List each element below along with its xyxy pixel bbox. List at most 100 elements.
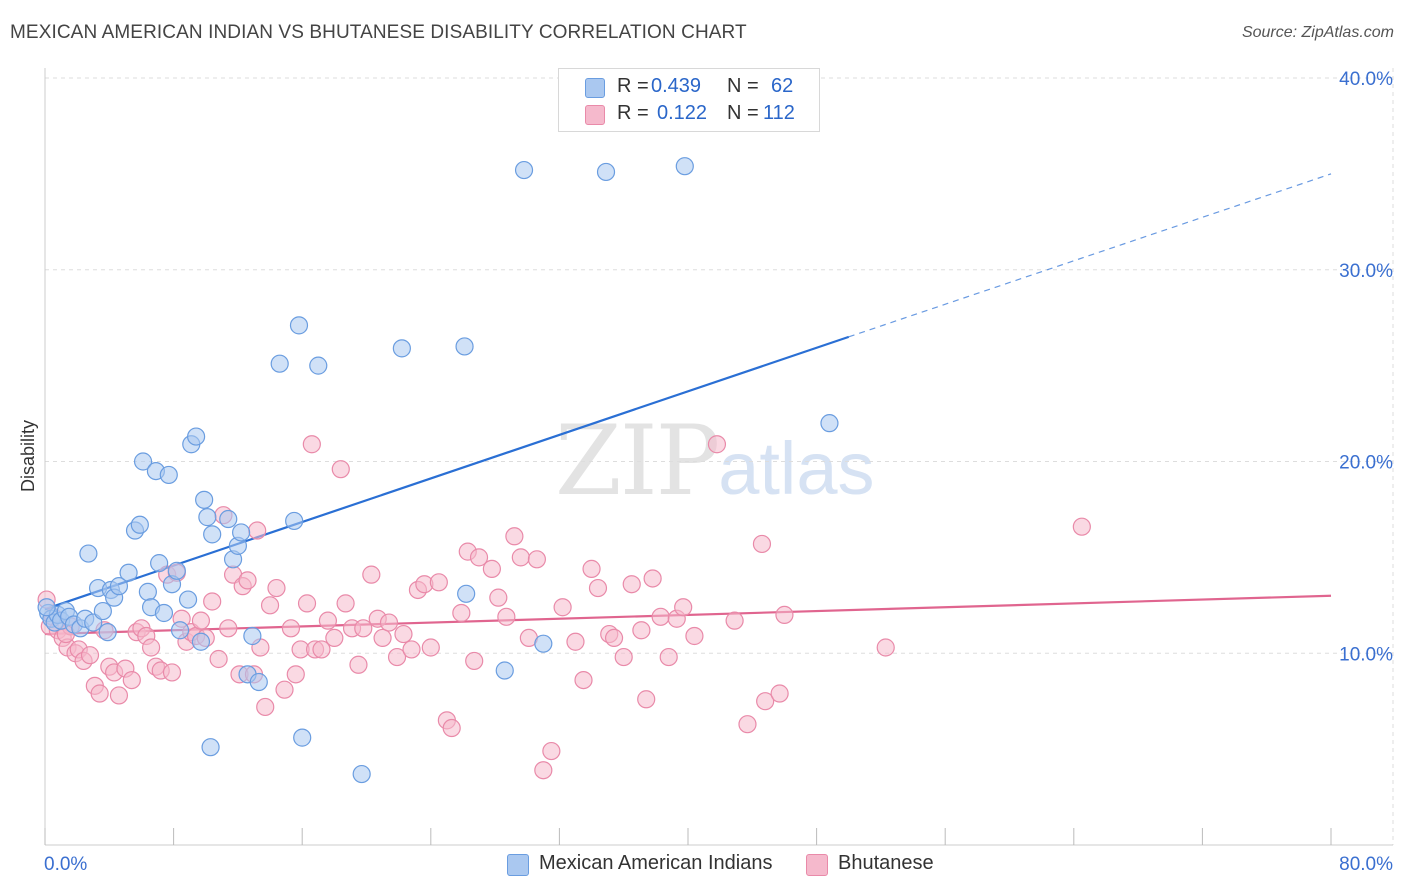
bottom-legend-label-pink: Bhutanese: [838, 852, 934, 874]
point-mexican-american-indian: [495, 661, 514, 680]
point-mexican-american-indian: [138, 582, 157, 601]
point-mexican-american-indian: [392, 339, 411, 358]
point-mexican-american-indian: [154, 603, 174, 623]
stats-legend: R = 0.439 N = 62 R = 0.122 N = 112: [558, 68, 820, 132]
point-bhutanese: [511, 548, 530, 567]
point-bhutanese: [738, 715, 757, 734]
source-label: Source: ZipAtlas.com: [1241, 24, 1394, 41]
y-tick-label: 10.0%: [1339, 644, 1393, 665]
point-bhutanese: [574, 670, 593, 690]
point-mexican-american-indian: [170, 621, 190, 640]
point-mexican-american-indian: [187, 427, 206, 446]
point-bhutanese: [318, 611, 338, 630]
point-mexican-american-indian: [79, 544, 98, 563]
point-mexican-american-indian: [130, 515, 149, 534]
point-bhutanese: [203, 592, 222, 611]
legend-n-label: N =: [727, 102, 759, 124]
tick-labels: 10.0% 20.0% 30.0% 40.0% 0.0% 80.0%: [44, 69, 1393, 875]
point-mexican-american-indian: [178, 590, 198, 609]
point-bhutanese: [674, 598, 693, 617]
point-bhutanese: [297, 594, 317, 613]
watermark-atlas: atlas: [718, 427, 875, 510]
legend-n-value: 112: [763, 102, 795, 124]
legend-swatch-blue: [585, 78, 605, 98]
point-bhutanese: [267, 578, 286, 598]
legend-row-pink: R = 0.122 N = 112: [559, 100, 819, 128]
chart-title: MEXICAN AMERICAN INDIAN VS BHUTANESE DIS…: [10, 22, 747, 43]
data-points: [37, 157, 1091, 784]
point-bhutanese: [651, 607, 670, 626]
point-bhutanese: [162, 663, 182, 682]
point-bhutanese: [775, 605, 794, 625]
point-bhutanese: [302, 435, 321, 454]
point-bhutanese: [421, 638, 440, 657]
point-bhutanese: [362, 565, 381, 584]
point-bhutanese: [209, 649, 228, 669]
point-bhutanese: [622, 575, 641, 594]
point-bhutanese: [331, 460, 350, 479]
point-bhutanese: [469, 548, 489, 567]
legend-r-label: R =: [617, 102, 649, 124]
bottom-legend-swatch-blue: [507, 854, 529, 876]
point-mexican-american-indian: [820, 414, 839, 433]
point-bhutanese: [637, 690, 656, 709]
point-bhutanese: [325, 628, 344, 648]
point-mexican-american-indian: [270, 354, 289, 373]
point-mexican-american-indian: [249, 672, 268, 692]
point-bhutanese: [707, 435, 727, 454]
point-bhutanese: [109, 686, 129, 705]
point-bhutanese: [354, 619, 373, 638]
point-mexican-american-indian: [93, 601, 112, 621]
point-bhutanese: [256, 697, 275, 717]
legend-n-value: 62: [771, 75, 794, 97]
point-bhutanese: [534, 761, 553, 780]
point-bhutanese: [373, 628, 392, 648]
point-bhutanese: [505, 527, 524, 546]
point-mexican-american-indian: [289, 316, 309, 335]
point-bhutanese: [429, 573, 448, 592]
point-mexican-american-indian: [457, 584, 476, 603]
point-bhutanese: [643, 569, 662, 588]
point-mexican-american-indian: [219, 509, 238, 529]
point-bhutanese: [349, 655, 368, 674]
point-mexican-american-indian: [232, 523, 251, 542]
point-mexican-american-indian: [198, 508, 217, 527]
point-bhutanese: [582, 559, 601, 578]
point-bhutanese: [286, 665, 305, 684]
y-axis-label: Disability: [18, 420, 38, 492]
y-tick-label: 30.0%: [1339, 261, 1393, 282]
point-bhutanese: [80, 646, 100, 665]
point-bhutanese: [219, 619, 238, 638]
point-bhutanese: [1072, 517, 1091, 536]
x-tick-label: 80.0%: [1339, 854, 1393, 875]
point-bhutanese: [876, 638, 895, 657]
point-mexican-american-indian: [195, 490, 214, 509]
point-bhutanese: [238, 571, 257, 590]
point-mexican-american-indian: [159, 465, 178, 485]
point-bhutanese: [122, 670, 141, 690]
point-bhutanese: [604, 628, 624, 648]
point-mexican-american-indian: [293, 728, 312, 747]
point-mexican-american-indian: [285, 511, 304, 531]
trendline-blue-extension: [848, 173, 1332, 338]
point-bhutanese: [465, 651, 484, 671]
point-mexican-american-indian: [150, 554, 169, 573]
axes: [44, 68, 1393, 846]
point-mexican-american-indian: [514, 160, 534, 180]
point-mexican-american-indian: [675, 157, 694, 176]
point-bhutanese: [566, 632, 585, 651]
point-bhutanese: [248, 521, 267, 540]
point-bhutanese: [489, 588, 508, 607]
point-mexican-american-indian: [203, 525, 222, 544]
x-tick-label: 0.0%: [44, 854, 87, 875]
point-mexican-american-indian: [243, 626, 262, 646]
point-bhutanese: [90, 684, 109, 703]
point-bhutanese: [336, 594, 355, 613]
point-bhutanese: [442, 718, 461, 738]
point-bhutanese: [281, 619, 301, 638]
point-bhutanese: [725, 611, 744, 630]
point-bhutanese: [770, 684, 789, 703]
point-bhutanese: [394, 624, 413, 644]
point-mexican-american-indian: [309, 356, 328, 375]
